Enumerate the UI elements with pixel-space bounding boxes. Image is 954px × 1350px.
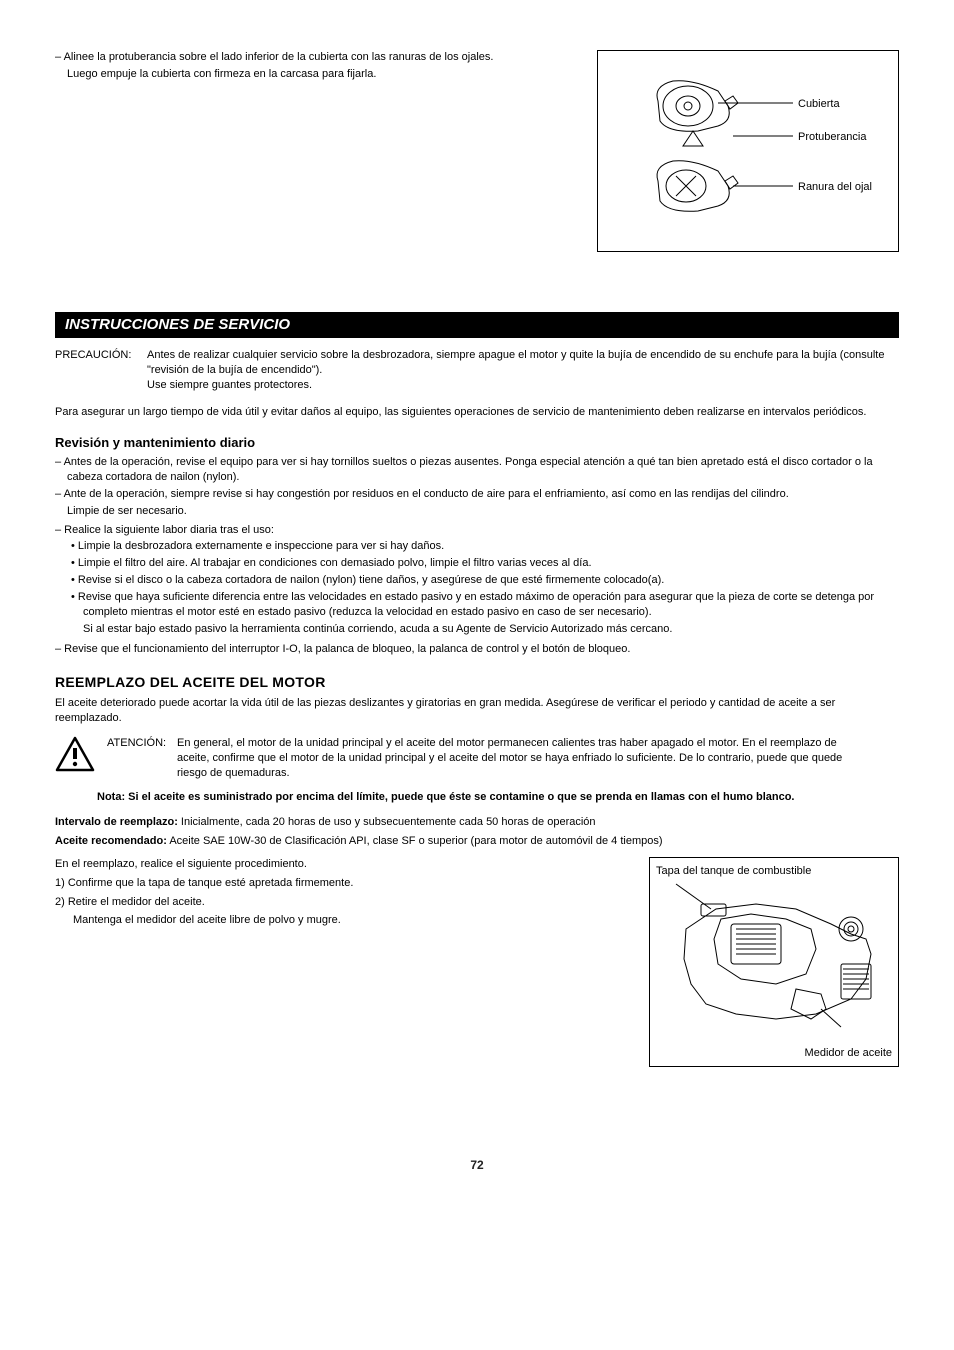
intro-para: Para asegurar un largo tiempo de vida út… [55, 405, 899, 420]
top-cont: Luego empuje la cubierta con firmeza en … [55, 67, 577, 82]
sub-bullet-3: • Revise si el disco o la cabeza cortado… [55, 573, 899, 588]
bullet-2c: Limpie de ser necesario. [55, 504, 899, 519]
section-reemplazo: REEMPLAZO DEL ACEITE DEL MOTOR [55, 673, 899, 692]
engine-svg [656, 879, 892, 1044]
subhead-revision: Revisión y mantenimiento diario [55, 434, 899, 452]
page-number: 72 [55, 1157, 899, 1173]
proc-intro: En el reemplazo, realice el siguiente pr… [55, 857, 619, 872]
sub-bullet-4c: Si al estar bajo estado pasivo la herram… [55, 622, 899, 637]
atencion-label: ATENCIÓN: [107, 736, 177, 781]
aceite-label: Aceite recomendado: [55, 835, 167, 847]
nota: Nota: Si el aceite es suministrado por e… [97, 790, 879, 805]
bullet-2: – Ante de la operación, siempre revise s… [55, 487, 899, 502]
bullet-3: – Realice la siguiente labor diaria tras… [55, 523, 899, 538]
top-bullet: – Alinee la protuberancia sobre el lado … [55, 50, 577, 65]
label-ranura: Ranura del ojal [798, 180, 872, 195]
precaucion-line1: Antes de realizar cualquier servicio sob… [147, 349, 884, 376]
section-instrucciones: INSTRUCCIONES DE SERVICIO [55, 312, 899, 338]
interval-label: Intervalo de reemplazo: [55, 816, 178, 828]
atencion-text: En general, el motor de la unidad princi… [177, 736, 857, 781]
engine-diagram: Tapa del tanque de combustible [649, 857, 899, 1067]
sub-bullet-4: • Revise que haya suficiente diferencia … [55, 590, 899, 620]
label-tapa: Tapa del tanque de combustible [656, 864, 892, 879]
interval-text: Inicialmente, cada 20 horas de uso y sub… [178, 816, 596, 828]
label-cubierta: Cubierta [798, 97, 840, 112]
cover-diagram: Cubierta Protuberancia Ranura del ojal [597, 50, 899, 252]
warning-icon [55, 736, 95, 772]
cover-svg [598, 51, 898, 251]
precaucion-label: PRECAUCIÓN: [55, 348, 147, 393]
sub-bullet-1: • Limpie la desbrozadora externamente e … [55, 539, 899, 554]
precaucion-line2: Use siempre guantes protectores. [147, 379, 312, 391]
proc-2: 2) Retire el medidor del aceite. [55, 895, 619, 910]
aceite-text: Aceite SAE 10W-30 de Clasificación API, … [167, 835, 663, 847]
bullet-1: – Antes de la operación, revise el equip… [55, 455, 899, 485]
bullet-4: – Revise que el funcionamiento del inter… [55, 642, 899, 657]
label-medidor: Medidor de aceite [805, 1047, 892, 1060]
proc-1: 1) Confirme que la tapa de tanque esté a… [55, 876, 619, 891]
label-protuberancia: Protuberancia [798, 130, 867, 145]
oil-intro: El aceite deteriorado puede acortar la v… [55, 696, 899, 726]
proc-2c: Mantenga el medidor del aceite libre de … [55, 913, 619, 928]
sub-bullet-2: • Limpie el filtro del aire. Al trabajar… [55, 556, 899, 571]
